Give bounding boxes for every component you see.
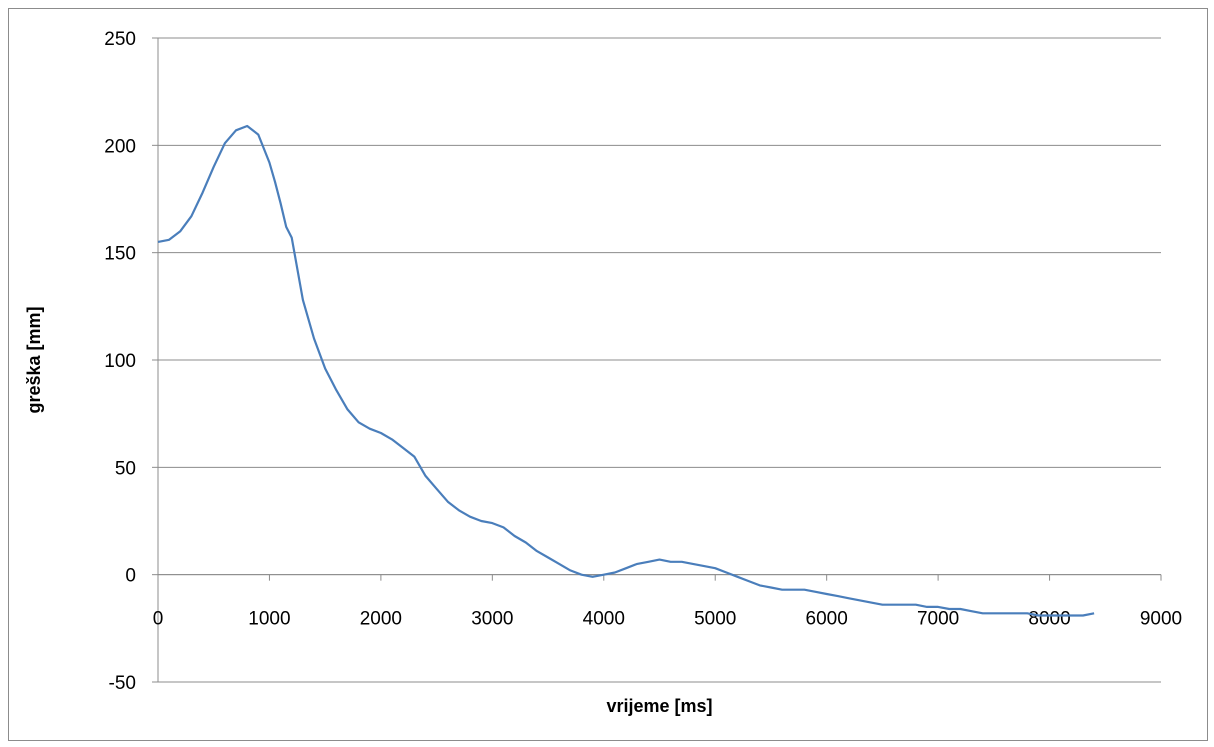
x-tick-label: 3000 [471,609,513,630]
y-tick-label: 200 [104,136,136,157]
y-tick-label: 250 [104,29,136,50]
series-line [157,124,1095,617]
series-layer [157,124,1095,617]
tick-labels: -50 0 50 100 150 200 250 0 1000 2000 3000 4000 5000 6… [104,29,1182,694]
x-tick-label: 1000 [248,609,290,630]
x-tick-label: 0 [153,609,164,630]
y-tick-label: 0 [125,566,136,587]
x-tick-label: 4000 [583,609,625,630]
gridlines [158,37,1161,683]
axes [152,37,1162,683]
x-axis-title: vrijeme [ms] [606,696,712,716]
chart-frame [8,8,1208,741]
x-tick-label: 9000 [1140,609,1182,630]
y-tick-label: 50 [115,458,136,479]
x-tick-label: 6000 [806,609,848,630]
x-tick-label: 7000 [917,609,959,630]
y-tick-label: 150 [104,244,136,265]
y-tick-label: -50 [109,673,136,694]
x-tick-label: 8000 [1028,609,1070,630]
x-tick-label: 5000 [694,609,736,630]
x-tick-label: 2000 [360,609,402,630]
y-tick-label: 100 [104,351,136,372]
y-axis-title: greška [mm] [24,306,44,413]
